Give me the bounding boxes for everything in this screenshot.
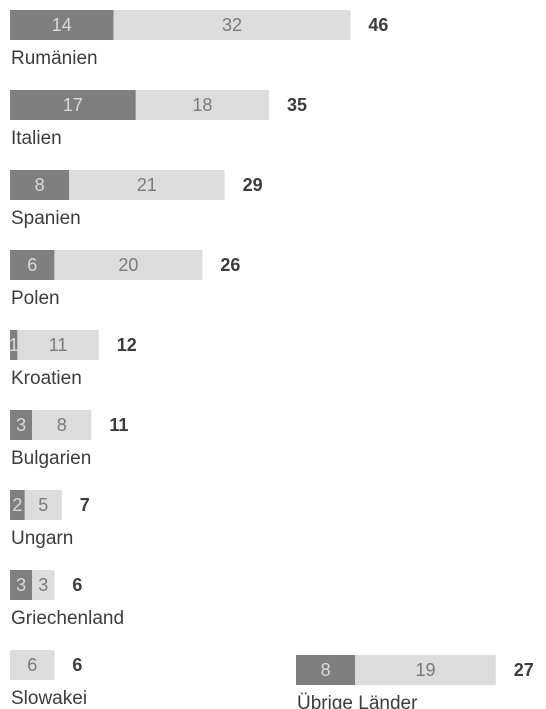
data-label-light: 18 — [192, 95, 212, 115]
total-label: 12 — [117, 335, 137, 355]
bar-segment-light — [10, 650, 55, 680]
data-label-light: 20 — [118, 255, 138, 275]
data-label-light: 6 — [27, 655, 37, 675]
total-label: 11 — [109, 415, 128, 435]
bar-segment-dark — [10, 250, 55, 280]
total-label: 7 — [80, 495, 90, 515]
data-label-light: 21 — [137, 175, 157, 195]
bar-segment-dark — [10, 90, 136, 120]
data-label-light: 3 — [38, 575, 48, 595]
category-label: Ungarn — [11, 528, 73, 549]
data-label-light: 32 — [222, 15, 242, 35]
total-label: 6 — [72, 655, 82, 675]
bar-segment-light — [135, 90, 269, 120]
data-label-dark: 3 — [16, 575, 26, 595]
data-label-light: 8 — [57, 415, 67, 435]
total-label: 26 — [220, 255, 240, 275]
bar-segment-dark — [10, 570, 33, 600]
total-label: 6 — [72, 575, 82, 595]
category-label: Spanien — [11, 208, 81, 229]
data-label-dark: 1 — [9, 335, 19, 355]
bar-segment-dark — [10, 490, 25, 520]
bar-segment-light — [17, 330, 99, 360]
data-label-light: 19 — [415, 660, 435, 680]
category-label: Kroatien — [11, 368, 82, 389]
category-label: Griechenland — [11, 608, 124, 629]
category-label: Slowakei — [11, 688, 87, 709]
category-label: Polen — [11, 288, 60, 309]
data-label-dark: 14 — [52, 15, 72, 35]
bar-segment-light — [69, 170, 225, 200]
bar-segment-light — [355, 655, 496, 685]
category-label: Italien — [11, 128, 62, 149]
data-label-dark: 17 — [63, 95, 83, 115]
data-label-dark: 8 — [35, 175, 45, 195]
category-label: Rumänien — [11, 48, 98, 69]
total-label: 35 — [287, 95, 307, 115]
bar-segment-dark — [10, 410, 33, 440]
bar-segment-dark — [10, 170, 70, 200]
data-label-light: 11 — [49, 335, 68, 355]
bar-segment-light — [54, 250, 203, 280]
total-label: 46 — [368, 15, 388, 35]
total-label: 27 — [514, 660, 534, 680]
data-label-dark: 3 — [16, 415, 26, 435]
category-label: Bulgarien — [11, 448, 91, 469]
bar-segment-light — [32, 410, 92, 440]
total-label: 29 — [243, 175, 263, 195]
bar-segment-dark — [10, 10, 114, 40]
data-label-dark: 8 — [321, 660, 331, 680]
bar-segment-light — [32, 570, 55, 600]
category-label: Übrige Länder — [297, 693, 418, 709]
data-label-light: 5 — [38, 495, 48, 515]
bar-segment-light — [24, 490, 62, 520]
bar-segment-dark — [296, 655, 356, 685]
bar-segment-light — [113, 10, 351, 40]
data-label-dark: 6 — [27, 255, 37, 275]
data-label-dark: 2 — [12, 495, 22, 515]
bar-segment-dark — [10, 330, 18, 360]
